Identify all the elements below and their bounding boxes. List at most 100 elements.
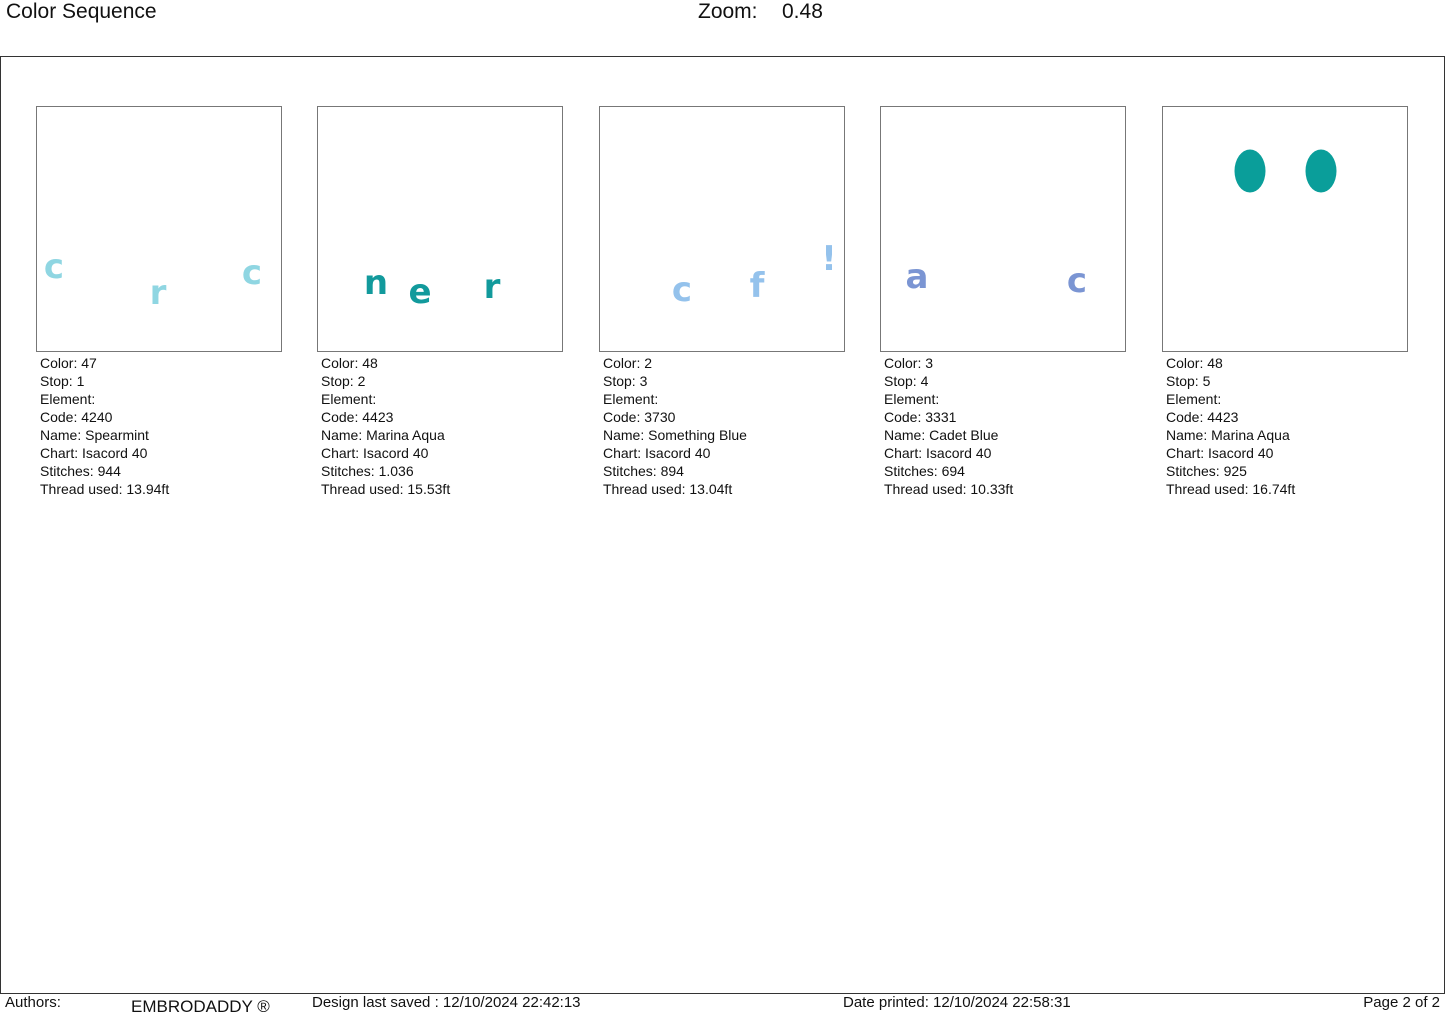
info-label: Chart: <box>884 445 927 461</box>
info-name: Name: Marina Aqua <box>1166 426 1408 444</box>
info-color: Color: 48 <box>321 354 563 372</box>
info-stop: Stop: 1 <box>40 372 282 390</box>
info-label: Stop: <box>884 373 921 389</box>
info-label: Code: <box>884 409 926 425</box>
info-value: 4423 <box>362 409 394 425</box>
info-value: Cadet Blue <box>929 427 999 443</box>
info-label: Color: <box>321 355 363 371</box>
info-code: Code: 4423 <box>1166 408 1408 426</box>
info-value: 4 <box>920 373 929 389</box>
info-thread: Thread used: 16.74ft <box>1166 480 1408 498</box>
design-glyph: c <box>43 247 65 287</box>
info-value: Something Blue <box>648 427 747 443</box>
info-code: Code: 3730 <box>603 408 845 426</box>
info-label: Chart: <box>40 445 83 461</box>
info-label: Name: <box>603 427 649 443</box>
info-label: Name: <box>321 427 367 443</box>
info-value: 3 <box>639 373 648 389</box>
info-thread: Thread used: 13.04ft <box>603 480 845 498</box>
info-value: Marina Aqua <box>1211 427 1290 443</box>
info-label: Stop: <box>40 373 77 389</box>
info-name: Name: Spearmint <box>40 426 282 444</box>
info-label: Color: <box>884 355 926 371</box>
info-name: Name: Cadet Blue <box>884 426 1126 444</box>
info-value: 13.04ft <box>689 481 733 497</box>
info-name: Name: Marina Aqua <box>321 426 563 444</box>
color-stop-card: n e r Color: 48 Stop: 2 Element: Code: 4423 Nam… <box>317 106 563 498</box>
info-label: Thread used: <box>603 481 690 497</box>
info-label: Stitches: <box>40 463 98 479</box>
date-printed: Date printed: 12/10/2024 22:58:31 <box>843 994 1071 1011</box>
info-chart: Chart: Isacord 40 <box>1166 444 1408 462</box>
design-glyph: c <box>671 270 693 310</box>
info-element: Element: <box>884 390 1126 408</box>
info-stop: Stop: 3 <box>603 372 845 390</box>
info-value: 10.33ft <box>970 481 1014 497</box>
color-stop-card: c r c Color: 47 Stop: 1 Element: Code: 4240 Nam… <box>36 106 282 498</box>
last-saved: Design last saved : 12/10/2024 22:42:13 <box>312 994 581 1011</box>
info-code: Code: 3331 <box>884 408 1126 426</box>
info-thread: Thread used: 13.94ft <box>40 480 282 498</box>
info-label: Code: <box>40 409 82 425</box>
info-value: Isacord 40 <box>926 445 992 461</box>
info-chart: Chart: Isacord 40 <box>884 444 1126 462</box>
design-glyph: ! <box>821 239 837 279</box>
info-value: 48 <box>1207 355 1223 371</box>
info-stitches: Stitches: 944 <box>40 462 282 480</box>
info-thread: Thread used: 10.33ft <box>884 480 1126 498</box>
info-element: Element: <box>1166 390 1408 408</box>
page-number: Page 2 of 2 <box>1363 994 1440 1011</box>
info-value: 925 <box>1223 463 1247 479</box>
info-code: Code: 4423 <box>321 408 563 426</box>
info-value: 1.036 <box>378 463 414 479</box>
info-value: 2 <box>644 355 653 371</box>
info-label: Code: <box>321 409 363 425</box>
info-label: Stitches: <box>884 463 942 479</box>
info-label: Code: <box>603 409 645 425</box>
info-value: 4240 <box>81 409 113 425</box>
info-label: Stitches: <box>321 463 379 479</box>
info-label: Thread used: <box>321 481 408 497</box>
design-glyph: c <box>241 253 263 293</box>
design-glyph: r <box>483 267 501 307</box>
info-code: Code: 4240 <box>40 408 282 426</box>
info-label: Thread used: <box>40 481 127 497</box>
info-label: Chart: <box>1166 445 1209 461</box>
info-value: Marina Aqua <box>366 427 445 443</box>
info-label: Name: <box>40 427 86 443</box>
stop-preview: c f! <box>599 106 845 352</box>
info-element: Element: <box>603 390 845 408</box>
info-color: Color: 48 <box>1166 354 1408 372</box>
info-value: Isacord 40 <box>645 445 711 461</box>
info-stitches: Stitches: 894 <box>603 462 845 480</box>
info-value: 1 <box>76 373 85 389</box>
info-stitches: Stitches: 925 <box>1166 462 1408 480</box>
info-stop: Stop: 5 <box>1166 372 1408 390</box>
info-chart: Chart: Isacord 40 <box>40 444 282 462</box>
info-label: Thread used: <box>1166 481 1253 497</box>
color-stop-card: Color: 48 Stop: 5 Element: Code: 4423 Name: … <box>1162 106 1408 498</box>
info-label: Element: <box>1166 391 1222 407</box>
info-label: Thread used: <box>884 481 971 497</box>
design-glyph: c <box>1066 261 1088 301</box>
design-glyph: r <box>149 273 167 313</box>
info-value: 5 <box>1202 373 1211 389</box>
info-stitches: Stitches: 694 <box>884 462 1126 480</box>
brand-logo: EMBRODADDY ® <box>131 997 270 1016</box>
info-color: Color: 3 <box>884 354 1126 372</box>
info-label: Element: <box>321 391 377 407</box>
info-value: 3 <box>925 355 934 371</box>
info-color: Color: 47 <box>40 354 282 372</box>
info-label: Chart: <box>603 445 646 461</box>
info-value: Isacord 40 <box>1208 445 1274 461</box>
zoom-label: Zoom: <box>698 0 758 23</box>
info-value: 944 <box>97 463 121 479</box>
authors-label: Authors: <box>5 994 61 1011</box>
info-value: 16.74ft <box>1252 481 1296 497</box>
info-value: 4423 <box>1207 409 1239 425</box>
info-value: 694 <box>941 463 965 479</box>
info-name: Name: Something Blue <box>603 426 845 444</box>
info-label: Color: <box>1166 355 1208 371</box>
